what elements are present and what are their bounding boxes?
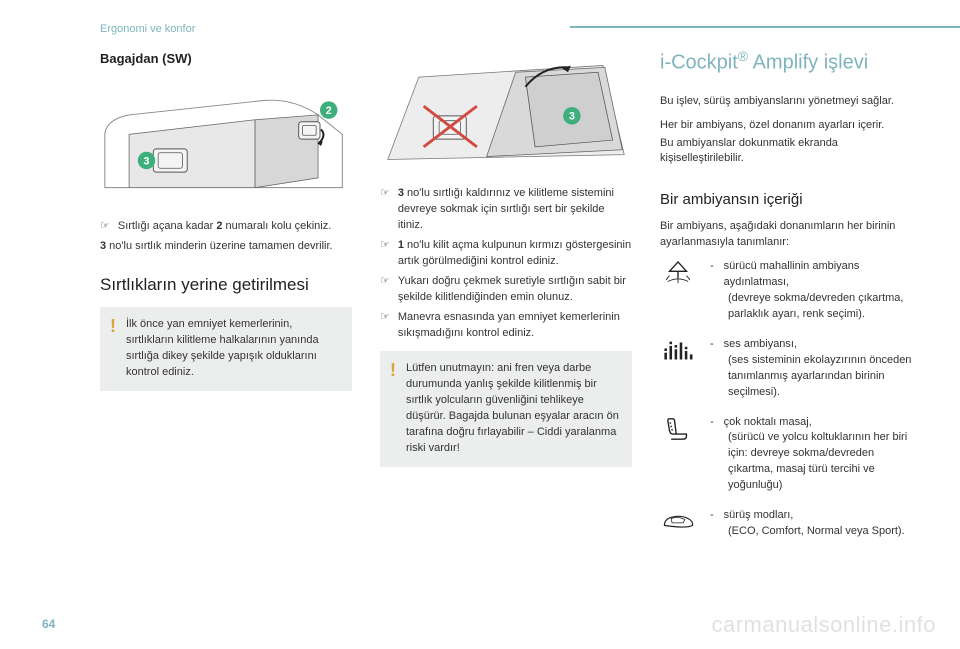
t: numaralı kolu çekiniz. — [222, 220, 331, 232]
feature-mode-text: -sürüş modları, (ECO, Comfort, Normal ve… — [710, 508, 912, 540]
illustration-boot: 2 3 — [100, 79, 352, 209]
column-3: i-Cockpit® Amplify işlevi Bu işlev, sürü… — [660, 22, 912, 554]
col3-intro: Bir ambiyans, aşağıdaki donanımların her… — [660, 219, 912, 251]
col1-b1-text: Sırtlığı açana kadar 2 numaralı kolu çek… — [118, 219, 331, 235]
t: Yukarı doğru çekmek suretiyle sırtlığın … — [398, 274, 632, 306]
col2-b4: ☞ Manevra esnasında yan emniyet kemerler… — [380, 310, 632, 342]
col3-p2: Her bir ambiyans, özel donanım ayarları … — [660, 118, 912, 134]
svg-text:3: 3 — [144, 155, 150, 167]
dash: - — [710, 508, 714, 524]
t: no'lu sırtlığı kaldırınız ve kilitleme s… — [398, 187, 614, 231]
page-number: 64 — [42, 616, 55, 633]
t: 1 no'lu kilit açma kulpunun kırmızı göst… — [398, 238, 632, 270]
t: çok noktalı masaj, — [724, 415, 812, 431]
t: Amplify işlevi — [748, 52, 868, 74]
feature-sound-text: -ses ambiyansı, (ses sisteminin ekolayzı… — [710, 337, 912, 401]
lamp-icon — [660, 259, 696, 291]
bullet-mark: ☞ — [380, 310, 390, 342]
feature-massage: -çok noktalı masaj, (sürücü ve yolcu kol… — [660, 415, 912, 495]
dash: - — [710, 415, 714, 431]
t: no'lu kilit açma kulpunun kırmızı göster… — [398, 239, 631, 267]
column-1: Ergonomi ve konfor Bagajdan (SW) 2 3 — [100, 22, 352, 554]
warning-icon: ! — [390, 361, 396, 457]
page-content: Ergonomi ve konfor Bagajdan (SW) 2 3 — [0, 0, 960, 554]
equalizer-icon — [660, 337, 696, 369]
feature-sound: -ses ambiyansı, (ses sisteminin ekolayzı… — [660, 337, 912, 401]
col1-title-2: Sırtlıkların yerine getirilmesi — [100, 273, 352, 298]
accent-bar — [570, 26, 960, 28]
t: (devreye sokma/devreden çıkartma, parlak… — [710, 291, 912, 323]
breadcrumb: Ergonomi ve konfor — [100, 22, 352, 38]
t-sup: ® — [738, 48, 748, 64]
svg-text:3: 3 — [569, 111, 575, 123]
t: (sürücü ve yolcu koltuklarının her biri … — [710, 430, 912, 494]
t: 3 no'lu sırtlığı kaldırınız ve kilitleme… — [398, 186, 632, 234]
col2-b2: ☞ 1 no'lu kilit açma kulpunun kırmızı gö… — [380, 238, 632, 270]
warning-icon: ! — [110, 317, 116, 381]
col3-p3: Bu ambiyanslar dokunmatik ekranda kişise… — [660, 136, 912, 168]
t: sürücü mahallinin ambiyans aydınlatması, — [724, 259, 912, 291]
column-2: 3 ☞ 3 no'lu sırtlığı kaldırınız ve kilit… — [380, 22, 632, 554]
car-icon — [660, 508, 696, 540]
t: i-Cockpit — [660, 52, 738, 74]
t: Sırtlığı açana kadar — [118, 220, 216, 232]
bullet-mark: ☞ — [380, 238, 390, 270]
col1-title-1: Bagajdan (SW) — [100, 50, 352, 69]
t: (ses sisteminin ekolayzırının önceden ta… — [710, 353, 912, 401]
feature-mode: -sürüş modları, (ECO, Comfort, Normal ve… — [660, 508, 912, 540]
bullet-mark: ☞ — [100, 219, 110, 235]
col3-title: i-Cockpit® Amplify işlevi — [660, 46, 912, 78]
t: sürüş modları, — [724, 508, 794, 524]
watermark: carmanualsonline.info — [711, 609, 936, 641]
dash: - — [710, 259, 714, 291]
col1-line2: 3 no'lu sırtlık minderin üzerine tamamen… — [100, 239, 352, 255]
col1-note-text: İlk önce yan emniyet kemerlerinin, sırtl… — [126, 317, 340, 381]
col3-subtitle: Bir ambiyansın içeriği — [660, 189, 912, 211]
svg-text:2: 2 — [326, 105, 332, 117]
feature-massage-text: -çok noktalı masaj, (sürücü ve yolcu kol… — [710, 415, 912, 495]
dash: - — [710, 337, 714, 353]
col2-b3: ☞ Yukarı doğru çekmek suretiyle sırtlığı… — [380, 274, 632, 306]
col3-p1: Bu işlev, sürüş ambiyanslarını yönetmeyi… — [660, 94, 912, 110]
feature-lighting-text: -sürücü mahallinin ambiyans aydınlatması… — [710, 259, 912, 323]
t: (ECO, Comfort, Normal veya Sport). — [710, 524, 912, 540]
col1-note: ! İlk önce yan emniyet kemerlerinin, sır… — [100, 307, 352, 391]
col2-note: ! Lütfen unutmayın: ani fren veya darbe … — [380, 351, 632, 467]
col1-bullet-1: ☞ Sırtlığı açana kadar 2 numaralı kolu ç… — [100, 219, 352, 235]
t: no'lu sırtlık minderin üzerine tamamen d… — [106, 240, 332, 252]
col2-note-text: Lütfen unutmayın: ani fren veya darbe du… — [406, 361, 620, 457]
bullet-mark: ☞ — [380, 274, 390, 306]
t: Manevra esnasında yan emniyet kemerlerin… — [398, 310, 632, 342]
t: ses ambiyansı, — [724, 337, 797, 353]
illustration-seatback: 3 — [380, 46, 632, 176]
seat-massage-icon — [660, 415, 696, 447]
feature-lighting: -sürücü mahallinin ambiyans aydınlatması… — [660, 259, 912, 323]
bullet-mark: ☞ — [380, 186, 390, 234]
col2-b1: ☞ 3 no'lu sırtlığı kaldırınız ve kilitle… — [380, 186, 632, 234]
